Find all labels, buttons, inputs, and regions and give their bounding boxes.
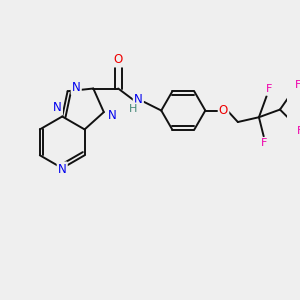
Text: O: O: [114, 53, 123, 66]
Text: F: F: [260, 138, 267, 148]
Text: N: N: [72, 81, 81, 94]
Text: H: H: [129, 103, 138, 114]
Text: N: N: [134, 92, 143, 106]
Text: O: O: [219, 104, 228, 117]
Text: F: F: [297, 126, 300, 136]
Text: N: N: [108, 110, 117, 122]
Text: N: N: [58, 163, 67, 176]
Text: N: N: [53, 101, 62, 114]
Text: F: F: [266, 85, 273, 94]
Text: F: F: [295, 80, 300, 90]
